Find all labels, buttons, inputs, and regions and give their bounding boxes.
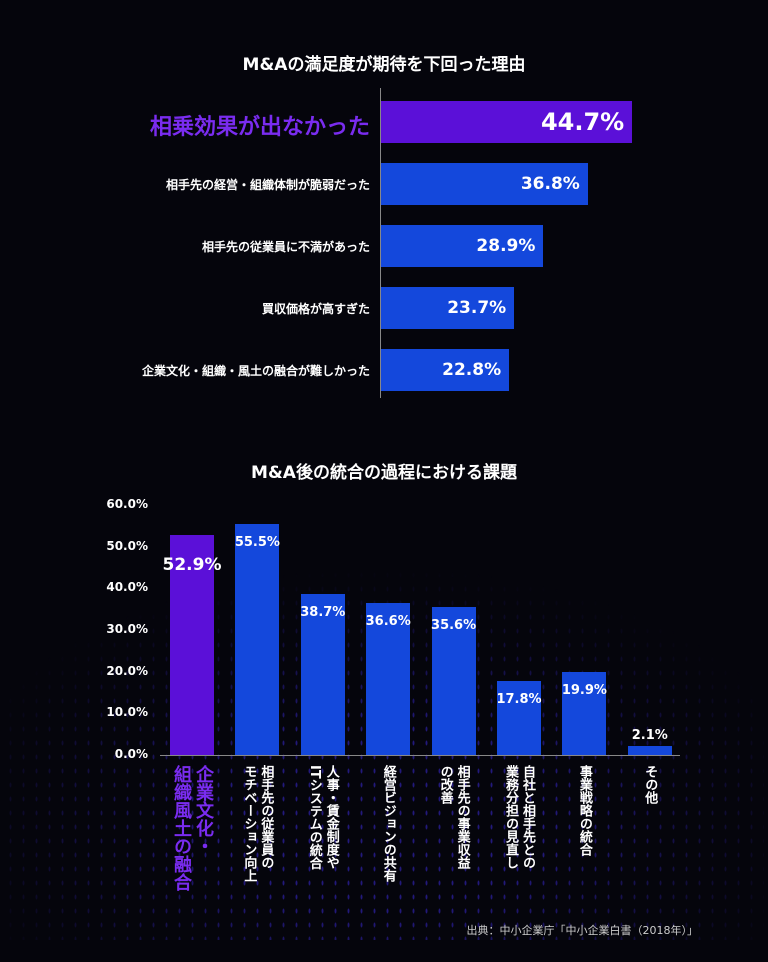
- y-tick-label: 0.0%: [114, 747, 148, 761]
- bar-label: 相手先の従業員に不満があった: [201, 240, 370, 254]
- bar: 22.8%: [381, 349, 510, 391]
- data-label: 55.5%: [234, 534, 280, 550]
- x-tick-label: 相手先の事業収益 の改善: [437, 765, 470, 869]
- x-tick-label: 企業文化・ 組織風土の融合: [171, 765, 214, 891]
- data-label: 38.7%: [300, 604, 346, 620]
- x-tick-label: 経営ビジョンの共有: [380, 765, 396, 882]
- data-label: 36.8%: [520, 174, 580, 194]
- bar: [366, 602, 411, 755]
- bar: [170, 534, 214, 755]
- chart2-title: M&A後の統合の過程における課題: [251, 463, 517, 483]
- bar: 36.8%: [381, 163, 588, 205]
- data-label: 36.6%: [365, 613, 411, 629]
- bar: 28.9%: [381, 225, 544, 267]
- x-tick-label: 人事・賃金制度や ITシステムの統合: [306, 765, 339, 870]
- y-tick-label: 10.0%: [106, 705, 148, 720]
- bar-label: 相乗効果が出なかった: [149, 115, 370, 140]
- x-tick-label: その他: [642, 765, 658, 804]
- data-label: 44.7%: [540, 108, 625, 136]
- y-tick-label: 40.0%: [106, 580, 148, 595]
- bar: 44.7%: [381, 101, 633, 143]
- data-label: 52.9%: [162, 554, 222, 575]
- chart1-title: M&Aの満足度が期待を下回った理由: [242, 55, 526, 75]
- x-tick-label: 事業戦略の統合: [576, 765, 592, 856]
- x-tick-label: 相手先の従業員の モチベーション向上: [241, 765, 274, 882]
- data-label: 28.9%: [476, 236, 536, 256]
- bar-label: 相手先の経営・組織体制が脆弱だった: [165, 178, 370, 192]
- bar: [235, 523, 280, 755]
- bar: 23.7%: [381, 287, 515, 329]
- y-tick-label: 20.0%: [106, 663, 148, 678]
- chart1-axis: [380, 88, 381, 398]
- bar-label: 買収価格が高すぎた: [261, 302, 370, 316]
- data-label: 22.8%: [442, 360, 502, 380]
- y-tick-label: 60.0%: [106, 497, 148, 511]
- source-note: 出典：中小企業庁「中小企業白書（2018年）」: [466, 924, 699, 937]
- bar: [300, 593, 345, 755]
- y-tick-label: 30.0%: [106, 622, 148, 636]
- data-label: 23.7%: [447, 298, 507, 318]
- bar: [627, 746, 672, 755]
- data-label: 17.8%: [496, 691, 542, 707]
- data-label: 19.9%: [561, 683, 607, 699]
- bar-label: 企業文化・組織・風土の融合が難しかった: [141, 364, 370, 378]
- data-label: 2.1%: [631, 728, 668, 744]
- bar: [431, 606, 476, 755]
- bar: [497, 680, 541, 755]
- y-tick-label: 50.0%: [106, 538, 148, 553]
- chart2-x-axis: [160, 755, 680, 756]
- bar: [562, 672, 607, 755]
- x-tick-label: 自社と相手先との 業務分担の見直し: [503, 765, 535, 869]
- data-label: 35.6%: [431, 617, 477, 633]
